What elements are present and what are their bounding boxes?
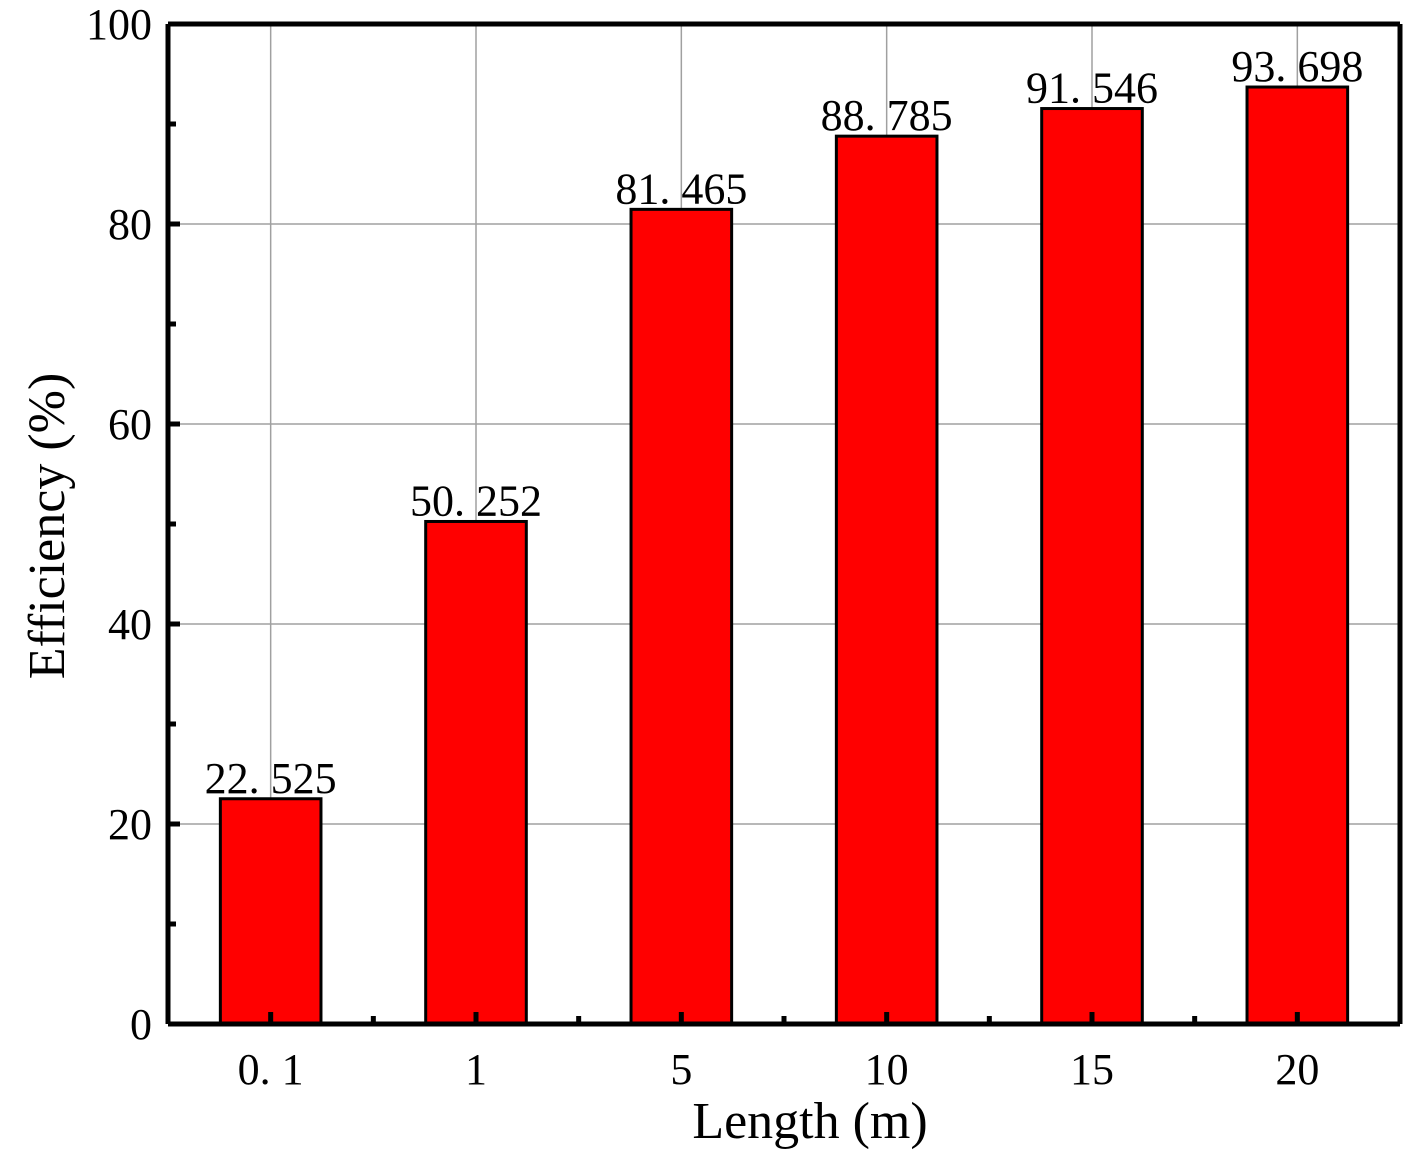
bar-value-label: 88. 785 [821, 91, 953, 140]
y-tick-label: 0 [130, 1000, 152, 1049]
x-tick-label: 10 [865, 1045, 909, 1094]
y-tick-label: 20 [108, 800, 152, 849]
bar [1040, 107, 1144, 1026]
bar [629, 207, 734, 1026]
bar [424, 519, 528, 1026]
bar [834, 134, 939, 1026]
bar-value-label: 81. 465 [615, 164, 747, 213]
y-tick-label: 80 [108, 200, 152, 249]
x-tick-label: 20 [1275, 1045, 1319, 1094]
x-tick-label: 5 [670, 1045, 692, 1094]
bar [218, 797, 323, 1026]
x-tick-label: 15 [1070, 1045, 1114, 1094]
x-tick-label: 1 [465, 1045, 487, 1094]
x-axis-title: Length (m) [692, 1093, 927, 1150]
bar-value-label: 93. 698 [1231, 42, 1363, 91]
axes [165, 21, 1403, 1027]
x-tick-label: 0. 1 [238, 1045, 304, 1094]
bar-value-label: 22. 525 [205, 754, 337, 803]
grid-lines [168, 23, 1400, 1024]
bar-value-label: 91. 546 [1026, 64, 1158, 113]
bars [218, 85, 1350, 1026]
bar [1245, 85, 1350, 1026]
bar-value-label: 50. 252 [410, 476, 542, 525]
y-tick-label: 100 [86, 0, 152, 49]
y-tick-label: 40 [108, 600, 152, 649]
y-axis-title: Efficiency (%) [19, 373, 76, 680]
y-tick-label: 60 [108, 400, 152, 449]
